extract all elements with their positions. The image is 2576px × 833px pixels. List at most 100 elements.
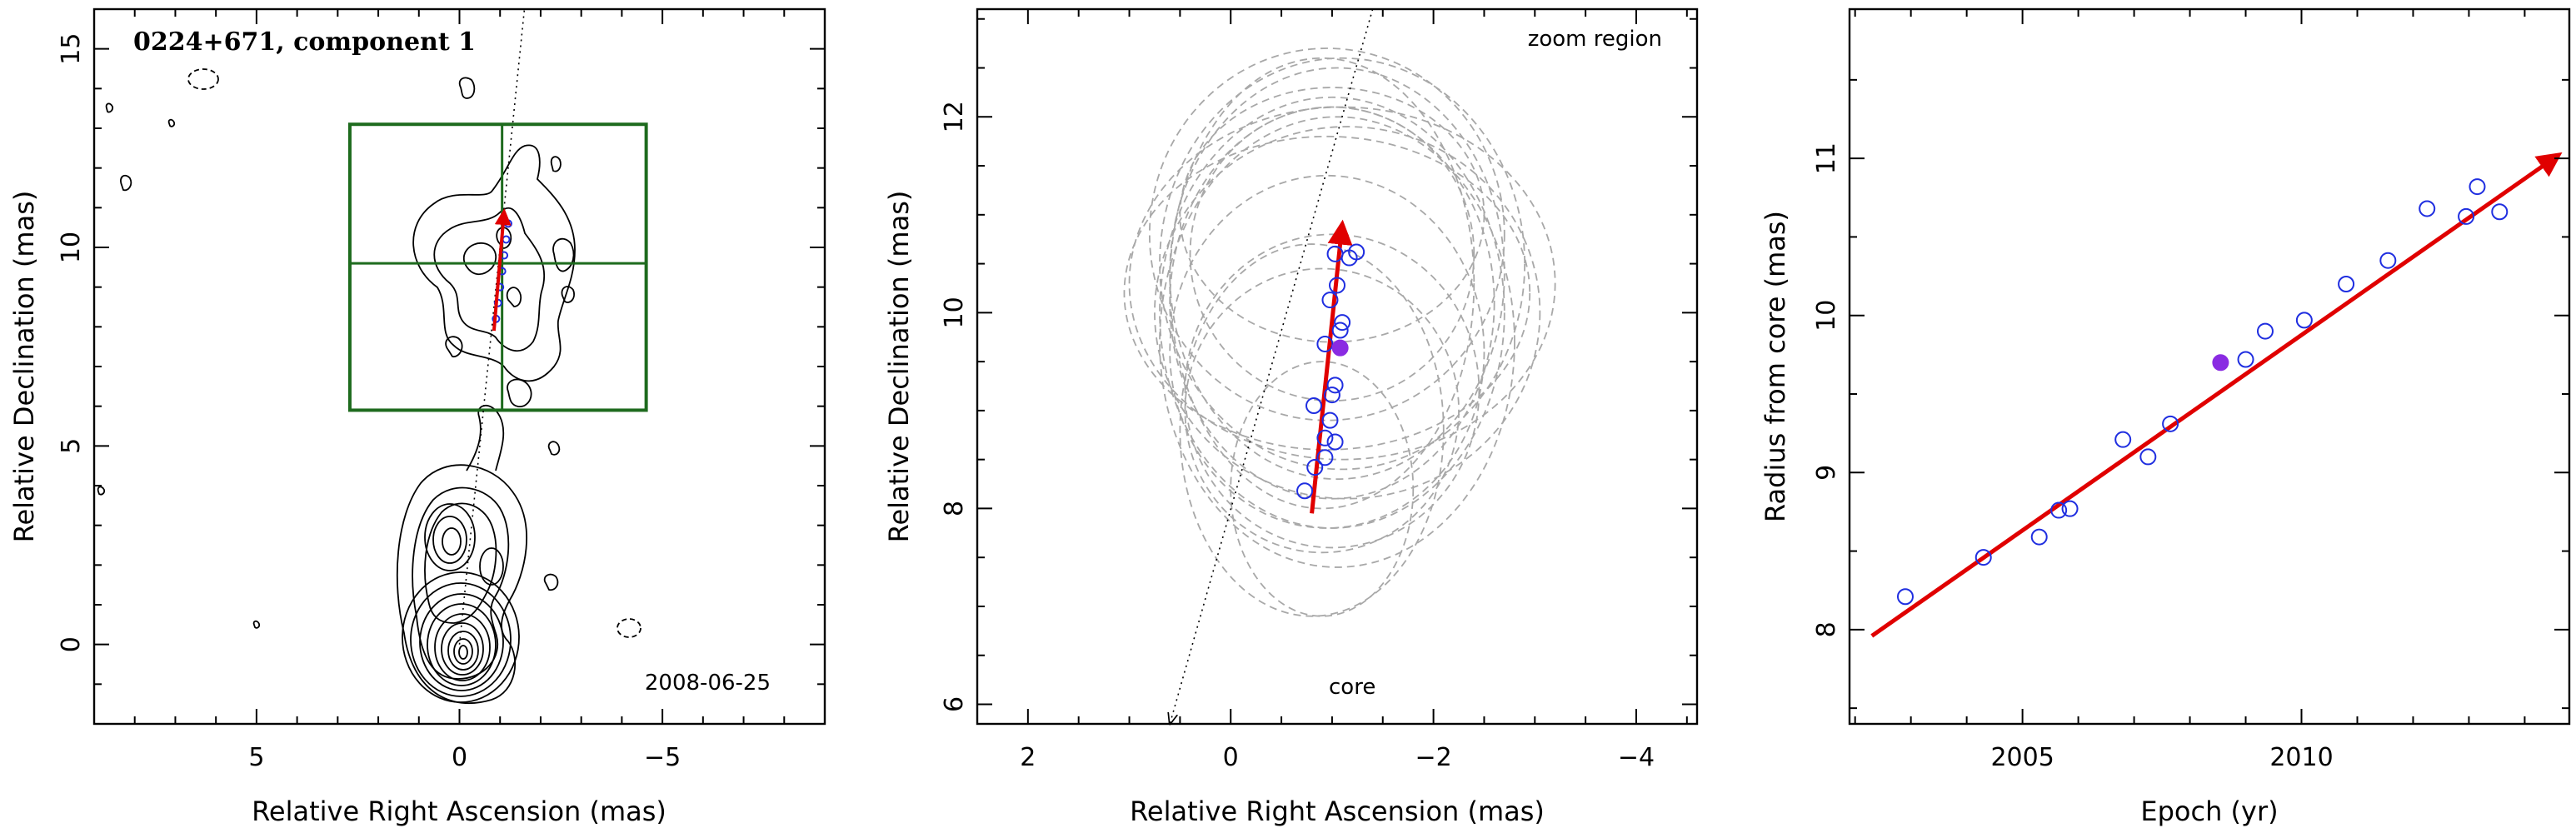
motion-vector-arrow (492, 208, 512, 332)
panel-1-xlabel: Relative Right Ascension (mas) (252, 796, 666, 827)
panel-1-axis-ticks: 5 0 −5 0 5 10 15 (57, 9, 825, 772)
y-tick-label: 5 (57, 438, 86, 454)
component-points (1296, 243, 1365, 500)
panel-3-xlabel: Epoch (yr) (2140, 796, 2278, 827)
panel-3-radius-vs-epoch: 2005 2010 8 9 10 11 Epoch (yr) Radius from co… (1760, 7, 2571, 827)
panel-2-core-label: core (1329, 675, 1375, 700)
data-point (1334, 314, 1351, 332)
data-point (1323, 387, 1340, 404)
data-point (1306, 459, 1324, 476)
x-tick-label: 0 (452, 743, 467, 772)
component-point (502, 235, 511, 244)
panel-2-xlabel: Relative Right Ascension (mas) (1130, 796, 1545, 827)
beam-ellipse (1169, 67, 1505, 481)
panel-1-title: 0224+671, component 1 (133, 27, 476, 57)
x-tick-label: 2 (1020, 743, 1036, 772)
panel-2-ylabel: Relative Declination (mas) (883, 191, 915, 543)
trajectory-line (458, 8, 526, 645)
data-point (1329, 277, 1345, 294)
y-tick-label: 15 (57, 33, 86, 65)
data-point (1305, 397, 1323, 415)
beam-ellipse (1128, 106, 1556, 461)
data-point (1321, 292, 1339, 309)
beam-ellipse (1189, 106, 1475, 402)
data-point (2379, 252, 2397, 269)
data-point (2114, 431, 2132, 448)
data-point (2139, 448, 2157, 466)
x-tick-label: 0 (1223, 743, 1239, 772)
x-tick-label: −4 (1618, 743, 1655, 772)
panel-3-frame (1848, 7, 2571, 726)
panel-1-contour-map: 5 0 −5 0 5 10 15 0224+671, component 1 2008-06… (8, 7, 826, 827)
motion-vector-arrow (1310, 219, 1353, 514)
beam-ellipse (1179, 243, 1445, 617)
y-tick-label: 10 (940, 297, 969, 328)
panel-1-date-label: 2008-06-25 (645, 671, 771, 696)
y-tick-label: 12 (940, 101, 969, 132)
data-point (1326, 377, 1344, 394)
beam-ellipse (1159, 116, 1515, 568)
data-point (2458, 207, 2475, 225)
data-point (2162, 415, 2179, 432)
data-point (1348, 243, 1365, 261)
trajectory-line (1170, 8, 1374, 724)
y-tick-label: 11 (1812, 142, 1841, 174)
y-tick-label: 8 (1812, 621, 1841, 637)
panel-1-ylabel: Relative Declination (mas) (8, 191, 40, 543)
panel-2-zoom-scatter: 2 0 −2 −4 6 8 10 12 zoom region core Relative R… (883, 7, 1699, 827)
beam-ellipse (1169, 174, 1485, 529)
data-point (1296, 482, 1314, 500)
data-point (1896, 588, 1914, 606)
beam-ellipse (1154, 126, 1541, 500)
radius-points (1896, 178, 2509, 606)
data-point (2237, 351, 2254, 368)
data-point (2256, 322, 2274, 340)
x-tick-label: −5 (644, 743, 681, 772)
beam-ellipse (1230, 361, 1415, 617)
y-tick-label: 0 (57, 636, 86, 652)
beam-ellipses (1123, 47, 1556, 617)
beam-ellipse (1184, 267, 1460, 554)
data-point (2030, 528, 2048, 546)
panel-3-ylabel: Radius from core (mas) (1760, 211, 1791, 522)
contour-map (97, 68, 642, 704)
highlight-point (1331, 339, 1349, 357)
data-point (2061, 500, 2079, 517)
data-point (1316, 449, 1334, 466)
x-tick-label: 5 (248, 743, 264, 772)
x-tick-label: 2005 (1990, 743, 2054, 772)
panel-2-zoom-label: zoom region (1528, 27, 1662, 52)
y-tick-label: 10 (57, 232, 86, 263)
y-tick-label: 6 (940, 696, 969, 712)
x-tick-label: −2 (1415, 743, 1451, 772)
y-tick-label: 9 (1812, 465, 1841, 481)
highlight-point (2212, 354, 2229, 372)
beam-ellipse (1123, 135, 1531, 451)
beam-ellipse (1148, 47, 1505, 421)
data-point (2338, 276, 2355, 292)
beam-ellipse (1184, 233, 1480, 549)
fit-line-arrow (1870, 152, 2563, 638)
data-point (2050, 501, 2068, 519)
data-point (1321, 412, 1339, 429)
y-tick-label: 8 (940, 501, 969, 516)
data-point (1974, 549, 1992, 566)
panel-2-axis-ticks: 2 0 −2 −4 6 8 10 12 (940, 9, 1697, 772)
data-point (1316, 335, 1334, 352)
panel-2-frame (976, 7, 1699, 726)
y-tick-label: 10 (1812, 300, 1841, 332)
beam-ellipse (1159, 57, 1526, 471)
data-point (2295, 312, 2313, 329)
x-tick-label: 2010 (2269, 743, 2333, 772)
beam-ellipse (1169, 57, 1475, 510)
data-point (1331, 322, 1349, 339)
data-point (2491, 203, 2509, 221)
panel-1-frame (92, 7, 826, 726)
data-point (2419, 200, 2436, 217)
panel-3-axis-ticks: 2005 2010 8 9 10 11 (1812, 9, 2569, 772)
component-point (503, 219, 512, 228)
data-point (2469, 178, 2486, 196)
data-point (1316, 429, 1334, 446)
data-point (1326, 433, 1344, 451)
